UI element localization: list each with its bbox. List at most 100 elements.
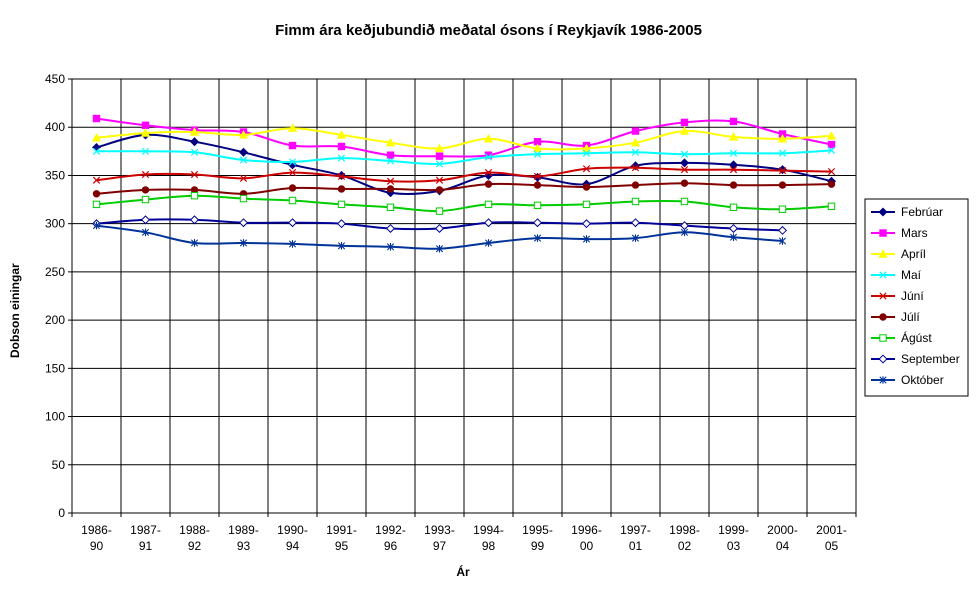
legend-swatch-marker <box>879 271 887 279</box>
data-point <box>337 154 346 162</box>
data-point <box>778 181 787 189</box>
data-point <box>239 239 248 247</box>
data-point <box>680 197 689 206</box>
data-point <box>92 114 101 123</box>
data-point <box>582 165 591 173</box>
x-tick-label: 1997- 01 <box>620 523 651 553</box>
data-point <box>777 133 788 143</box>
x-tick-label-line: 1991- <box>326 523 357 537</box>
data-point <box>435 186 444 194</box>
data-point <box>827 180 836 188</box>
y-tick-label: 250 <box>45 265 65 279</box>
data-point <box>631 197 640 206</box>
data-point <box>239 174 248 182</box>
x-tick-label-line: 03 <box>727 539 741 553</box>
data-point <box>581 143 592 153</box>
x-tick-label: 1990- 94 <box>277 523 308 553</box>
data-point <box>729 233 738 241</box>
data-point <box>189 137 200 147</box>
x-tick-label-line: 1995- <box>522 523 553 537</box>
data-point <box>827 146 836 154</box>
data-point <box>92 176 101 184</box>
data-point <box>582 235 591 243</box>
data-point <box>337 142 346 151</box>
data-point <box>680 150 689 158</box>
data-point <box>337 200 346 209</box>
data-point <box>288 158 297 166</box>
data-point <box>141 147 150 155</box>
x-tick-label: 1991- 95 <box>326 523 357 553</box>
legend-swatch-marker <box>879 292 887 300</box>
legend-swatch-marker <box>878 249 888 258</box>
data-point <box>141 186 150 194</box>
x-tick-label: 1989- 93 <box>228 523 259 553</box>
data-point <box>238 130 249 139</box>
data-point <box>533 172 542 181</box>
legend-swatch-marker <box>879 229 887 237</box>
data-point <box>729 166 738 174</box>
data-point <box>386 185 395 193</box>
legend-label: September <box>901 352 960 366</box>
legend-label: Apríl <box>901 247 926 261</box>
data-point <box>483 218 494 228</box>
data-point <box>434 143 445 153</box>
series-line <box>96 117 832 158</box>
data-point <box>189 215 200 225</box>
data-point <box>288 196 297 205</box>
data-point <box>630 137 641 147</box>
x-tick-label: 1994- 98 <box>473 523 504 553</box>
data-point <box>532 218 543 228</box>
data-point <box>386 177 395 185</box>
x-tick-label-line: 2001- <box>816 523 847 537</box>
data-point <box>239 156 248 164</box>
data-point <box>484 168 493 177</box>
x-tick-label-line: 00 <box>580 539 594 553</box>
data-point <box>92 200 101 209</box>
series-line <box>96 182 832 195</box>
x-tick-label-line: 96 <box>384 539 398 553</box>
data-point <box>679 158 690 168</box>
x-tick-label-line: 94 <box>286 539 300 553</box>
legend-label: Maí <box>901 268 922 282</box>
legend-label: Ágúst <box>901 330 932 345</box>
data-point <box>337 172 346 181</box>
data-point <box>239 194 248 203</box>
data-point <box>484 239 493 247</box>
data-point <box>778 205 787 213</box>
data-point <box>630 218 641 228</box>
y-tick-label: 0 <box>58 506 65 520</box>
x-tick-label-line: 04 <box>776 539 790 553</box>
legend-label: Júní <box>901 289 924 303</box>
data-point <box>385 137 396 147</box>
data-point <box>582 183 591 191</box>
data-point <box>140 215 151 225</box>
data-point <box>92 147 101 155</box>
data-point <box>729 117 738 126</box>
data-point <box>141 228 150 237</box>
data-point <box>532 143 543 153</box>
y-tick-label: 50 <box>52 458 66 472</box>
data-point <box>778 149 787 157</box>
x-tick-label-line: 01 <box>629 539 643 553</box>
x-tick-label-line: 93 <box>237 539 251 553</box>
x-tick-label-line: 2000- <box>767 523 798 537</box>
data-point <box>826 131 837 140</box>
data-point <box>386 203 395 211</box>
x-tick-label-line: 1996- <box>571 523 602 537</box>
data-point <box>287 123 298 132</box>
data-point <box>190 239 199 247</box>
data-point <box>729 203 738 211</box>
data-point <box>484 153 493 161</box>
data-point <box>680 118 689 127</box>
data-point <box>92 221 101 230</box>
x-tick-label: 1988- 92 <box>179 523 210 553</box>
data-point <box>484 180 493 188</box>
y-tick-label: 150 <box>45 361 65 375</box>
data-point <box>141 121 150 129</box>
y-tick-label: 350 <box>45 168 65 182</box>
x-tick-label-line: 95 <box>335 539 349 553</box>
data-point <box>680 179 689 187</box>
x-tick-label-line: 1988- <box>179 523 210 537</box>
